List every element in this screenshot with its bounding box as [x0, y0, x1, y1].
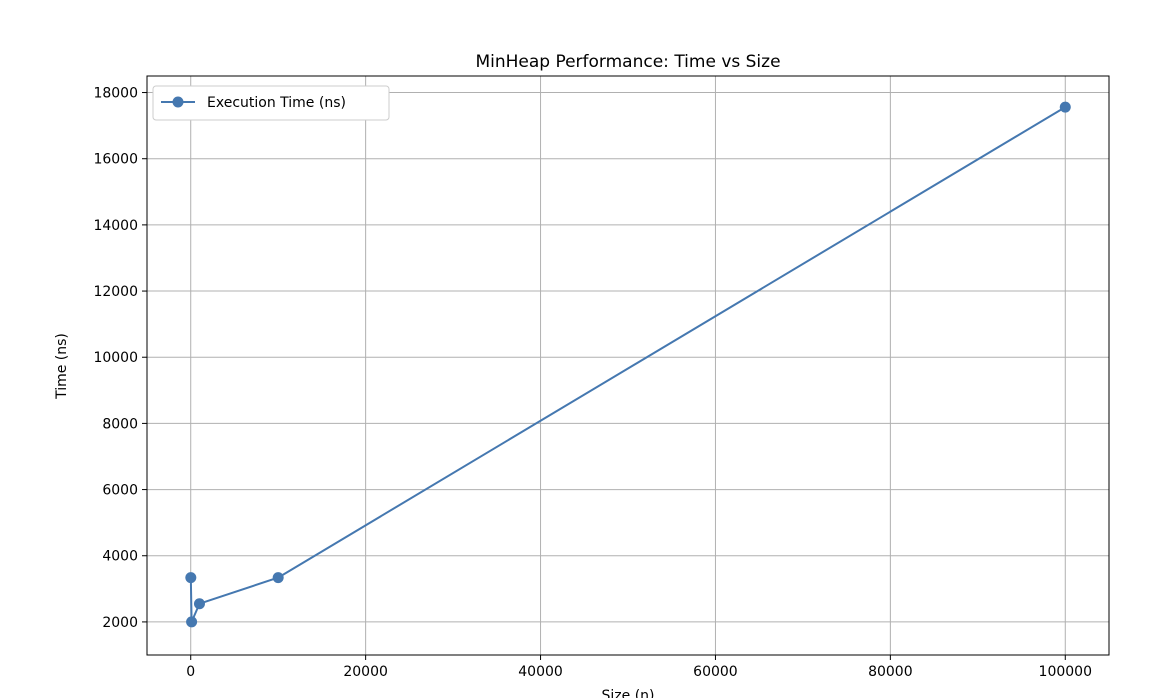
data-point — [272, 572, 284, 584]
y-tick-label: 4000 — [102, 549, 138, 565]
series-layer — [185, 101, 1071, 628]
plot-area-frame — [146, 75, 1110, 656]
x-tick-label: 0 — [186, 664, 195, 680]
data-point — [185, 572, 197, 584]
y-tick-label: 16000 — [93, 152, 138, 168]
y-axis-title: Time (ns) — [54, 333, 70, 400]
legend-box — [152, 85, 390, 121]
y-tick-label: 2000 — [102, 615, 138, 631]
x-axis-title: Size (n) — [602, 688, 655, 698]
y-tick-label: 12000 — [93, 284, 138, 300]
x-tick-label: 40000 — [518, 664, 563, 680]
y-tick-label: 14000 — [93, 218, 138, 234]
legend-marker-swatch — [172, 96, 184, 108]
x-tick-label: 80000 — [868, 664, 913, 680]
axis-ticks: 0 20000 40000 60000 80000 100000 2000 4000 6000 8… — [93, 86, 1092, 680]
x-tick-label: 100000 — [1039, 664, 1092, 680]
y-tick-label: 8000 — [102, 416, 138, 432]
data-point — [1059, 101, 1071, 113]
legend: Execution Time (ns) — [152, 85, 390, 121]
chart-title: MinHeap Performance: Time vs Size — [475, 52, 780, 72]
legend-label: Execution Time (ns) — [207, 95, 346, 111]
y-tick-label: 18000 — [93, 86, 138, 102]
y-tick-label: 6000 — [102, 483, 138, 499]
x-tick-label: 60000 — [693, 664, 738, 680]
data-point — [186, 616, 198, 628]
y-tick-label: 10000 — [93, 350, 138, 366]
grid-lines — [147, 76, 1109, 655]
data-point — [193, 598, 205, 610]
x-tick-label: 20000 — [343, 664, 388, 680]
